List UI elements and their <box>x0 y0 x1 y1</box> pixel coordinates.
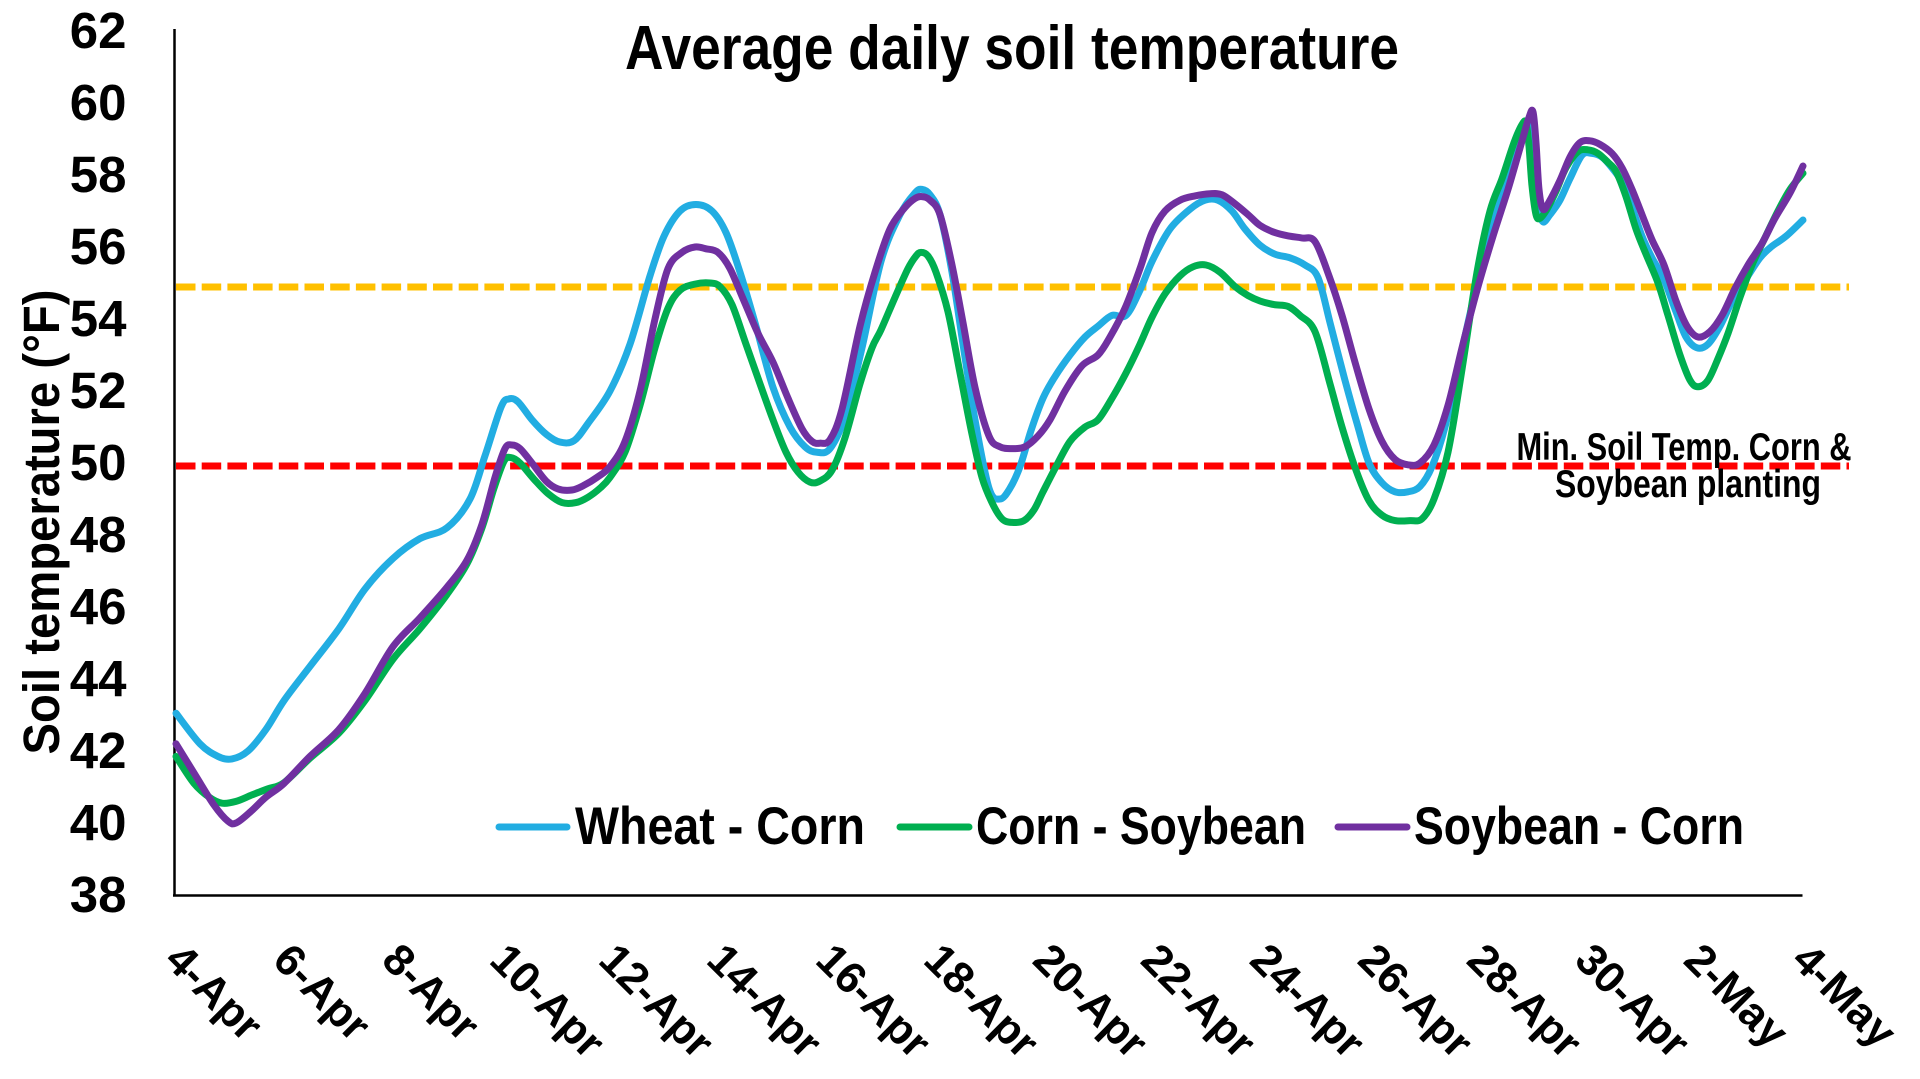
svg-text:Corn - Soybean: Corn - Soybean <box>976 797 1306 856</box>
svg-text:52: 52 <box>70 362 127 419</box>
svg-text:48: 48 <box>70 506 127 563</box>
svg-text:46: 46 <box>70 578 127 635</box>
svg-text:Soybean planting: Soybean planting <box>1555 463 1821 506</box>
svg-text:Soil temperature (°F): Soil temperature (°F) <box>13 290 70 755</box>
svg-text:58: 58 <box>70 146 127 203</box>
svg-text:44: 44 <box>70 650 127 707</box>
svg-text:42: 42 <box>70 722 127 779</box>
svg-text:Average daily soil temperature: Average daily soil temperature <box>625 14 1399 83</box>
svg-text:Soybean - Corn: Soybean - Corn <box>1414 797 1744 856</box>
svg-text:38: 38 <box>70 866 127 923</box>
svg-text:Wheat - Corn: Wheat - Corn <box>575 797 865 856</box>
svg-text:50: 50 <box>70 434 127 491</box>
svg-text:60: 60 <box>70 74 127 131</box>
svg-text:54: 54 <box>70 290 127 347</box>
svg-text:Min. Soil Temp. Corn &: Min. Soil Temp. Corn & <box>1517 426 1852 469</box>
svg-text:62: 62 <box>70 2 127 59</box>
svg-text:40: 40 <box>70 794 127 851</box>
svg-text:56: 56 <box>70 218 127 275</box>
